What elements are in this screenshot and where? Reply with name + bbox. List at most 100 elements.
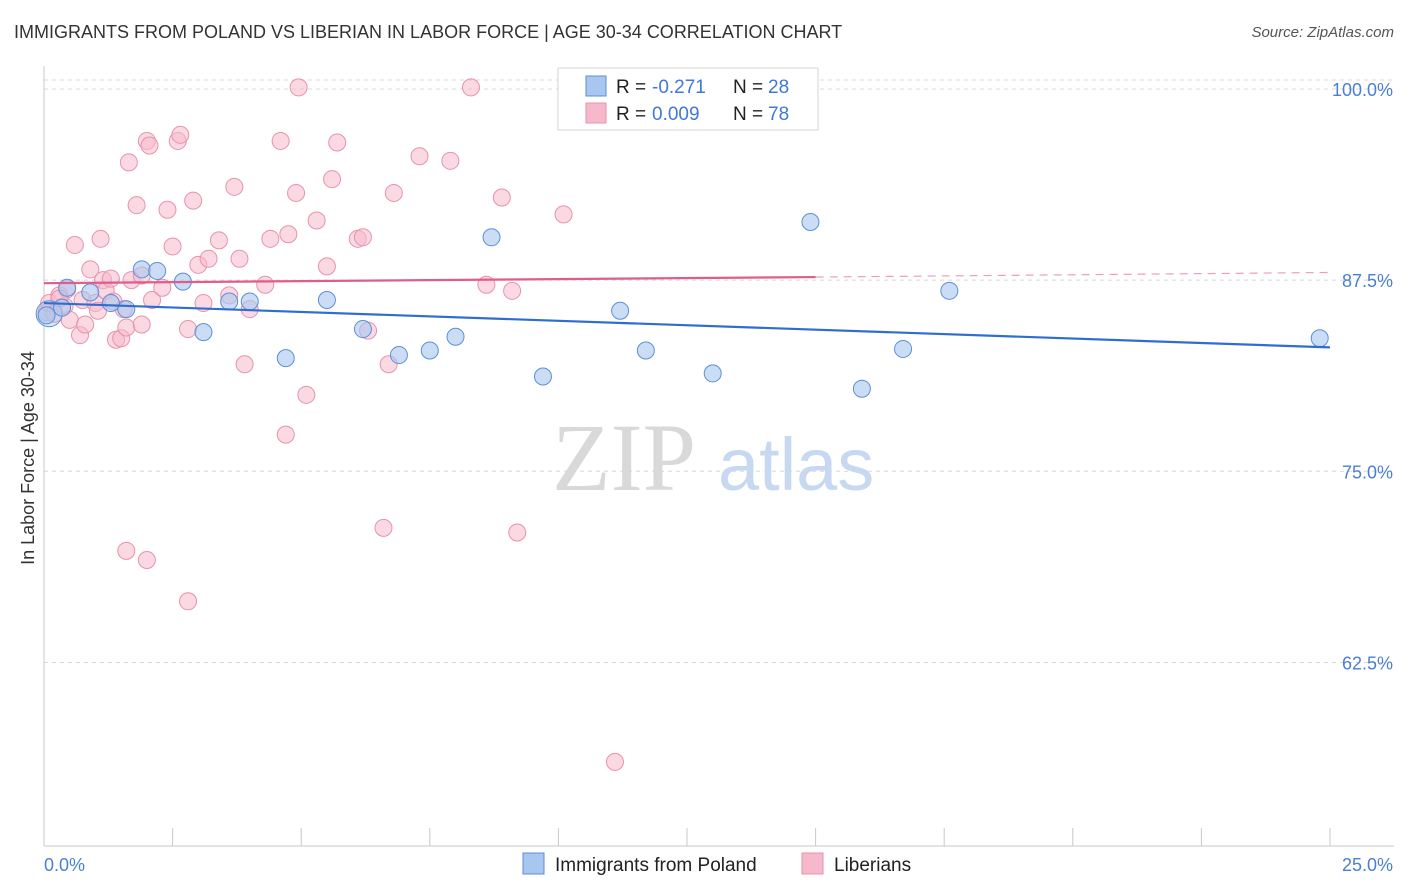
liberian-point (353, 228, 372, 247)
watermark-zip: ZIP (552, 404, 696, 511)
liberian-point (143, 291, 162, 309)
liberian-point (235, 355, 254, 374)
liberian-point (384, 183, 403, 202)
x-tick-label: 25.0% (1342, 855, 1393, 875)
poland-point (852, 379, 871, 398)
series-legend: Immigrants from Poland Liberians (522, 852, 911, 876)
y-tick-label: 75.0% (1342, 462, 1393, 482)
poland-point (317, 291, 336, 309)
liberian-n-label: N = (733, 104, 763, 125)
liberian-point (119, 153, 138, 172)
liberian-point (91, 229, 110, 248)
poland-point (611, 301, 630, 320)
poland-legend-swatch (585, 75, 607, 97)
liberian-point (289, 78, 308, 97)
liberian-point (328, 133, 347, 152)
chart-title: IMMIGRANTS FROM POLAND VS LIBERIAN IN LA… (14, 22, 843, 42)
liberian-point (65, 235, 84, 254)
liberian-point (503, 281, 522, 300)
axes (43, 66, 1394, 847)
liberian-point (179, 320, 198, 339)
liberian-point (117, 318, 136, 337)
liberian-trend-extension (815, 271, 1331, 278)
liberian-point (441, 151, 460, 170)
poland-point (58, 278, 77, 297)
poland-point (533, 367, 552, 386)
liberian-point (323, 170, 342, 189)
liberian-point (199, 249, 218, 268)
liberian-point (256, 275, 275, 294)
stats-legend: R = -0.271 N = 28 R = 0.009 N = 78 (557, 67, 819, 131)
poland-series-label: Immigrants from Poland (555, 855, 757, 876)
liberian-point (117, 541, 136, 560)
poland-point (53, 298, 72, 317)
liberian-point (132, 315, 151, 334)
poland-point (276, 349, 295, 368)
liberian-point (261, 229, 280, 248)
liberian-n-value: 78 (768, 104, 789, 125)
liberians-points (37, 78, 624, 771)
poland-point (636, 341, 655, 360)
y-tick-label: 100.0% (1332, 80, 1393, 100)
watermark-atlas: atlas (718, 423, 874, 506)
poland-point (117, 300, 136, 319)
liberian-point (127, 196, 146, 215)
liberian-r-value: 0.009 (652, 104, 700, 125)
liberian-point (276, 425, 295, 444)
poland-point (37, 306, 56, 325)
liberian-point (194, 294, 213, 313)
trend-lines (43, 271, 1331, 349)
liberian-point (279, 225, 298, 244)
poland-point (101, 294, 120, 313)
liberian-point (605, 752, 624, 771)
poland-point (353, 320, 372, 339)
y-tick-labels: 100.0% 87.5% 75.0% 62.5% (1332, 80, 1393, 674)
liberian-r-label: R = (616, 104, 646, 125)
liberian-point (374, 518, 393, 537)
liberian-point (81, 260, 100, 279)
liberian-point (76, 315, 95, 334)
poland-point (420, 341, 439, 360)
poland-n-value: 28 (768, 77, 789, 98)
poland-point (894, 339, 913, 358)
x-tick-label: 0.0% (44, 855, 85, 875)
liberian-series-swatch (801, 852, 824, 875)
y-tick-label: 87.5% (1342, 271, 1393, 291)
liberian-legend-swatch (585, 102, 607, 124)
x-tick-labels: 0.0% 25.0% (44, 855, 1393, 875)
liberian-point (492, 188, 511, 207)
liberian-point (179, 592, 198, 611)
liberian-point (158, 200, 177, 219)
poland-point (148, 261, 167, 280)
liberian-point (171, 125, 190, 144)
poland-r-value: -0.271 (652, 77, 706, 98)
liberian-point (410, 147, 429, 166)
liberian-point (140, 136, 159, 155)
liberian-point (137, 551, 156, 569)
poland-point (194, 323, 213, 342)
poland-series-swatch (522, 852, 545, 875)
poland-point (940, 281, 959, 300)
poland-trend-line (43, 301, 1331, 349)
liberian-point (317, 257, 336, 276)
poland-point (1310, 329, 1329, 348)
liberian-point (184, 191, 203, 210)
poland-point (81, 283, 100, 302)
liberian-point (461, 78, 480, 97)
liberian-point (163, 237, 182, 256)
poland-point (132, 260, 151, 279)
liberian-point (230, 249, 249, 268)
liberian-point (271, 131, 290, 150)
liberian-point (225, 177, 244, 196)
poland-points (35, 213, 1329, 398)
y-axis-label: In Labor Force | Age 30-34 (18, 351, 38, 565)
liberian-point (153, 278, 172, 297)
liberian-point (297, 385, 316, 404)
liberian-point (101, 269, 120, 288)
poland-point (240, 292, 259, 311)
poland-point (389, 346, 408, 365)
poland-n-label: N = (733, 77, 763, 98)
liberian-series-label: Liberians (834, 855, 911, 876)
liberian-point (209, 231, 228, 250)
